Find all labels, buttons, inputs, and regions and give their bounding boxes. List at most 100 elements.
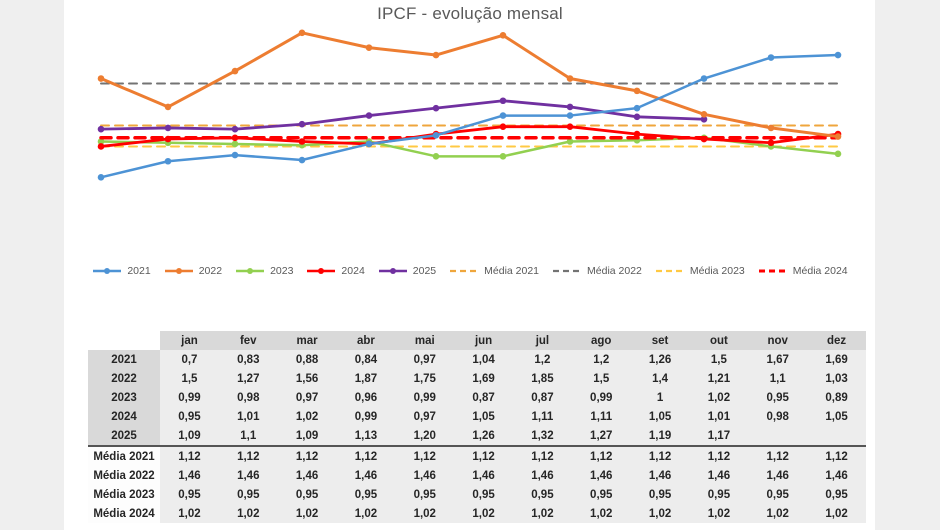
month-header-out: out [689,331,749,350]
cell-média-2021-mai: 1,12 [395,445,455,466]
table-row-média-2024: Média 2024 1,02 1,02 1,02 1,02 1,02 1,02 1,02 1,… [88,504,866,523]
data-point-2025-jul [499,97,507,105]
cell-2021-ago: 1,2 [571,350,631,369]
data-point-2022-out [700,111,708,118]
cell-média-2023-dez: 0,95 [807,485,866,504]
row-label: Média 2022 [88,466,161,485]
cell-média-2022-out: 1,46 [689,466,749,485]
row-label: 2023 [88,388,161,407]
data-point-2023-dez [834,150,842,158]
data-point-2023-jun [432,153,440,160]
data-point-2022-jul [499,31,507,39]
cell-média-2022-abr: 1,46 [336,466,396,485]
cell-média-2024-fev: 1,02 [218,504,278,523]
cell-média-2023-mar: 0,95 [277,485,337,504]
data-point-2021-dez [834,51,842,59]
cell-média-2021-mar: 1,12 [277,445,337,466]
data-point-2021-mar [231,151,239,159]
cell-2022-fev: 1,27 [218,369,278,388]
cell-média-2022-nov: 1,46 [748,466,808,485]
cell-2024-fev: 1,01 [218,407,278,426]
cell-2024-ago: 1,11 [571,407,631,426]
data-point-2023-jul [499,153,507,160]
cell-2025-set: 1,19 [630,426,690,446]
cell-2023-out: 1,02 [689,388,749,407]
table-row-2022: 2022 1,5 1,27 1,56 1,87 1,75 1,69 1,85 1,5 1,4 1,2… [88,369,866,388]
cell-2023-mar: 0,97 [277,388,337,407]
data-point-2022-jan [97,75,105,82]
chart-legend: 2021 2022 2023 2024 2025 Média 2021 Média 2022… [78,260,862,282]
cell-2021-jan: 0,7 [160,350,219,369]
cell-2023-jun: 0,87 [454,388,513,407]
row-label: 2024 [88,407,161,426]
cell-2024-jun: 1,05 [454,407,513,426]
series-line-2022 [99,31,840,139]
legend-label: 2021 [127,265,151,277]
row-label: 2022 [88,369,161,388]
cell-2024-nov: 0,98 [748,407,808,426]
cell-2023-mai: 0,99 [395,388,455,407]
legend-label: Média 2023 [689,265,745,277]
cell-média-2024-set: 1,02 [630,504,690,523]
cell-2021-jun: 1,04 [454,350,513,369]
cell-2025-fev: 1,1 [218,426,278,446]
data-point-2025-set [633,113,641,121]
cell-média-2024-abr: 1,02 [336,504,396,523]
table-row-2023: 2023 0,99 0,98 0,97 0,96 0,99 0,87 0,87 0,99 1 1,0… [88,388,866,407]
data-point-2024-abr [298,138,306,145]
legend-item-média-2021: Média 2021 [449,265,539,277]
data-point-2022-mai [365,44,373,51]
month-header-jun: jun [454,331,513,350]
cell-média-2023-jun: 0,95 [454,485,513,504]
legend-item-média-2024: Média 2024 [758,265,848,277]
legend-item-2022: 2022 [164,265,222,277]
cell-2021-jul: 1,2 [513,350,572,369]
cell-2021-dez: 1,69 [807,350,866,369]
cell-2025-ago: 1,27 [571,426,631,446]
data-point-2025-mar [231,125,239,133]
data-point-2023-ago [566,138,574,145]
cell-média-2022-jul: 1,46 [513,466,572,485]
cell-média-2023-out: 0,95 [689,485,749,504]
cell-média-2023-jul: 0,95 [513,485,572,504]
legend-label: Média 2022 [587,265,642,277]
cell-2022-nov: 1,1 [748,369,808,388]
cell-2025-jan: 1,09 [160,426,219,446]
cell-média-2023-ago: 0,95 [571,485,631,504]
corner-cell [88,331,161,350]
month-header-dez: dez [807,331,866,350]
right-gutter [875,0,940,530]
data-point-2021-fev [164,157,172,165]
cell-2025-dez [807,426,866,446]
cell-2023-jan: 0,99 [160,388,219,407]
cell-2025-nov [748,426,808,446]
data-point-2021-nov [767,54,775,61]
month-header-fev: fev [218,331,278,350]
cell-2021-mar: 0,88 [277,350,337,369]
cell-média-2024-jul: 1,02 [513,504,572,523]
table-row-2021: 2021 0,7 0,83 0,88 0,84 0,97 1,04 1,2 1,2 1,26 1,5… [88,350,866,369]
data-point-2022-dez [834,133,842,140]
cell-média-2022-fev: 1,46 [218,466,278,485]
row-label: Média 2023 [88,485,161,504]
cell-2025-jun: 1,26 [454,426,513,446]
cell-média-2024-nov: 1,02 [748,504,808,523]
data-point-2024-nov [767,139,775,147]
cell-média-2021-jan: 1,12 [160,445,219,466]
legend-swatch-icon [758,269,787,273]
data-point-2025-mai [365,112,373,119]
line-chart[interactable] [95,18,845,208]
data-point-2025-fev [164,124,172,132]
legend-label: 2024 [341,265,365,277]
cell-média-2022-ago: 1,46 [571,466,631,485]
legend-item-2024: 2024 [306,265,365,277]
cell-2022-jul: 1,85 [513,369,572,388]
data-point-2022-nov [767,124,775,132]
legend-label: Média 2024 [792,265,848,277]
data-point-2022-abr [298,29,306,37]
cell-média-2021-jul: 1,12 [513,445,572,466]
legend-swatch-icon [655,269,684,273]
cell-2023-jul: 0,87 [513,388,572,407]
data-point-2023-mar [231,140,239,148]
legend-item-2025: 2025 [378,265,436,277]
